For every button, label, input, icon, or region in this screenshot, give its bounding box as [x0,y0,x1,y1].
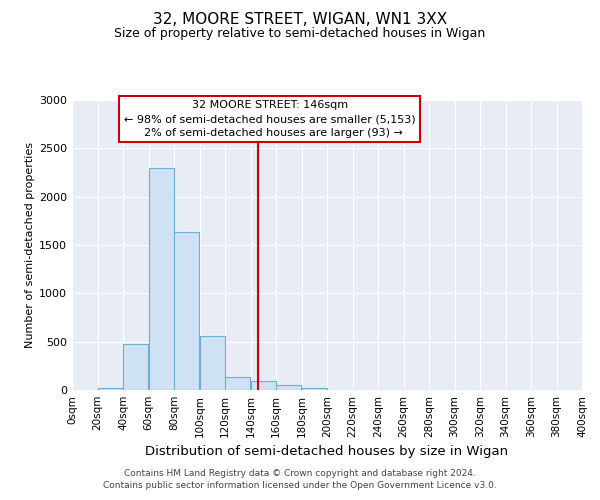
Text: 32 MOORE STREET: 146sqm
← 98% of semi-detached houses are smaller (5,153)
  2% o: 32 MOORE STREET: 146sqm ← 98% of semi-de… [124,100,415,138]
Bar [251,382,276,390]
Bar [149,168,174,390]
Text: Size of property relative to semi-detached houses in Wigan: Size of property relative to semi-detach… [115,28,485,40]
Bar [123,344,148,390]
Y-axis label: Number of semi-detached properties: Number of semi-detached properties [25,142,35,348]
Bar [225,378,250,390]
Bar [276,385,301,390]
Text: Contains HM Land Registry data © Crown copyright and database right 2024.: Contains HM Land Registry data © Crown c… [124,468,476,477]
Text: 32, MOORE STREET, WIGAN, WN1 3XX: 32, MOORE STREET, WIGAN, WN1 3XX [153,12,447,28]
Bar [174,232,199,390]
Text: Contains public sector information licensed under the Open Government Licence v3: Contains public sector information licen… [103,481,497,490]
X-axis label: Distribution of semi-detached houses by size in Wigan: Distribution of semi-detached houses by … [145,445,509,458]
Bar [98,388,123,390]
Bar [302,388,327,390]
Bar [200,336,225,390]
